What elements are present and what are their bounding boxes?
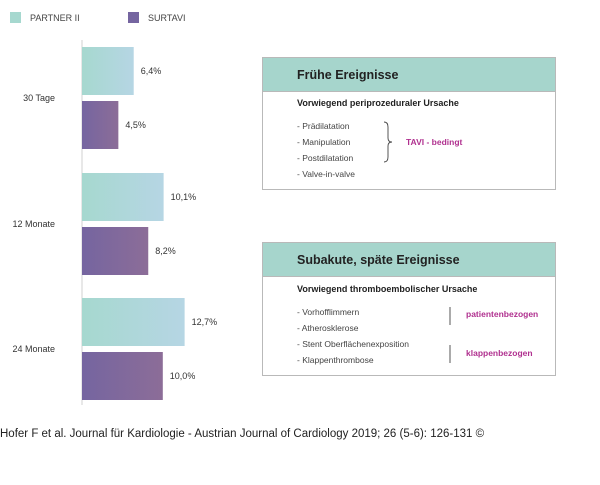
category-label: 12 Monate (12, 219, 55, 229)
bar-partner (82, 173, 164, 221)
early-events-subtitle: Vorwiegend periprozeduraler Ursache (297, 98, 459, 108)
valve-tag: klappenbezogen (466, 348, 533, 358)
data-label: 10,0% (170, 371, 196, 381)
data-label: 12,7% (192, 317, 218, 327)
legend-label-partner: PARTNER II (30, 12, 80, 23)
tavi-tag: TAVI - bedingt (406, 137, 463, 147)
patient-bracket-icon (449, 307, 451, 325)
bar-chart: 30 Tage 6,4% 4,5% 12 Monate 10,1% 8,2% 24 Mona… (12, 40, 218, 405)
tavi-bracket-icon (383, 121, 393, 163)
late-events-subtitle: Vorwiegend thromboembolischer Ursache (297, 284, 478, 294)
early-event-item: - Prädilatation (297, 121, 350, 131)
early-event-item: - Postdilatation (297, 153, 354, 163)
legend-swatch-partner (10, 12, 21, 23)
legend: PARTNER II SURTAVI (10, 12, 290, 26)
bar-partner (82, 47, 134, 95)
bar-surtavi (82, 101, 119, 149)
late-event-item: - Stent Oberflächenexposition (297, 339, 409, 349)
data-label: 10,1% (171, 192, 197, 202)
bar-surtavi (82, 227, 149, 275)
early-event-item: - Manipulation (297, 137, 351, 147)
early-events-title: Frühe Ereignisse (263, 58, 555, 92)
late-events-box: Subakute, späte Ereignisse Vorwiegend th… (262, 242, 556, 376)
bar-surtavi (82, 352, 163, 400)
late-event-item: - Klappenthrombose (297, 355, 374, 365)
late-event-item: - Atherosklerose (297, 323, 359, 333)
data-label: 8,2% (155, 246, 176, 256)
early-events-box: Frühe Ereignisse Vorwiegend periprozedur… (262, 57, 556, 190)
early-event-item: - Valve-in-valve (297, 169, 355, 179)
citation: Hofer F et al. Journal für Kardiologie -… (0, 428, 485, 440)
legend-item-partner: PARTNER II (10, 12, 80, 23)
legend-item-surtavi: SURTAVI (128, 12, 186, 23)
patient-tag: patientenbezogen (466, 309, 539, 319)
late-events-title: Subakute, späte Ereignisse (263, 243, 555, 277)
legend-swatch-surtavi (128, 12, 139, 23)
data-label: 4,5% (125, 120, 146, 130)
late-event-item: - Vorhofflimmern (297, 307, 360, 317)
legend-label-surtavi: SURTAVI (148, 12, 186, 23)
data-label: 6,4% (141, 66, 162, 76)
category-label: 30 Tage (23, 93, 55, 103)
bar-partner (82, 298, 185, 346)
category-label: 24 Monate (12, 344, 55, 354)
valve-bracket-icon (449, 345, 451, 363)
